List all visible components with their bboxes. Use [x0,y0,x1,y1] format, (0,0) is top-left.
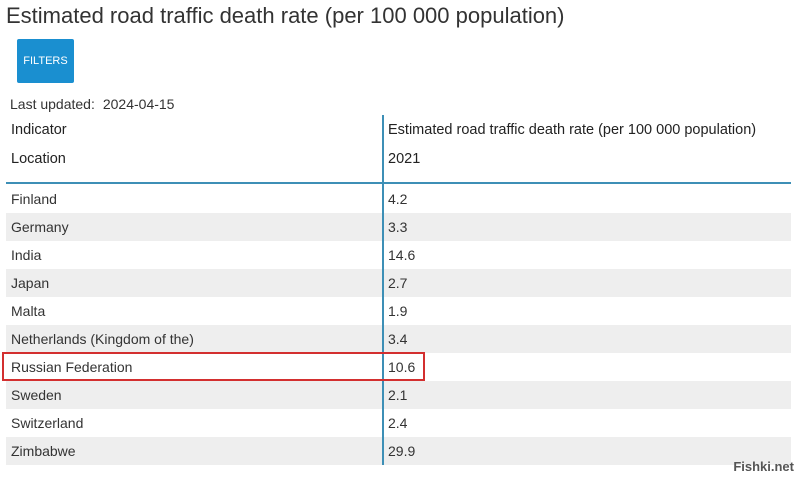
data-table-body: Finland 4.2 Germany 3.3 India 14.6 Japan 2.7 Mal… [6,185,791,465]
table-row: India 14.6 [6,241,791,269]
row-location: Zimbabwe [11,443,76,459]
row-value: 1.9 [388,303,408,319]
row-location: Switzerland [11,415,84,431]
row-value: 3.3 [388,219,408,235]
row-location: Finland [11,191,57,207]
row-location: India [11,247,42,263]
watermark: Fishki.net [733,459,794,474]
column-divider [382,115,384,465]
filters-button[interactable]: FILTERS [17,39,74,83]
table-row: Sweden 2.1 [6,381,791,409]
row-location: Russian Federation [11,359,133,375]
row-value: 2.4 [388,415,408,431]
header-divider [6,182,791,184]
table-row: Russian Federation 10.6 [6,353,791,381]
indicator-value-header: Estimated road traffic death rate (per 1… [388,122,757,138]
row-value: 14.6 [388,247,416,263]
table-row: Japan 2.7 [6,269,791,297]
row-location: Japan [11,275,50,291]
row-value: 2.1 [388,387,408,403]
last-updated: Last updated: 2024-04-15 [10,96,174,112]
year-header: 2021 [388,151,421,167]
row-location: Germany [11,219,69,235]
table-row: Finland 4.2 [6,185,791,213]
page-title: Estimated road traffic death rate (per 1… [6,3,565,28]
row-value: 29.9 [388,443,416,459]
location-header: Location [11,151,66,167]
row-value: 2.7 [388,275,408,291]
last-updated-date: 2024-04-15 [102,96,175,112]
table-row: Switzerland 2.4 [6,409,791,437]
last-updated-label: Last updated: [10,96,95,112]
row-location: Sweden [11,387,62,403]
row-location: Netherlands (Kingdom of the) [11,331,194,347]
table-row: Germany 3.3 [6,213,791,241]
indicator-header: Indicator [11,122,67,138]
table-row: Zimbabwe 29.9 [6,437,791,465]
row-value: 3.4 [388,331,408,347]
table-row: Malta 1.9 [6,297,791,325]
row-value: 10.6 [388,359,416,375]
row-location: Malta [11,303,46,319]
row-value: 4.2 [388,191,408,207]
table-row: Netherlands (Kingdom of the) 3.4 [6,325,791,353]
